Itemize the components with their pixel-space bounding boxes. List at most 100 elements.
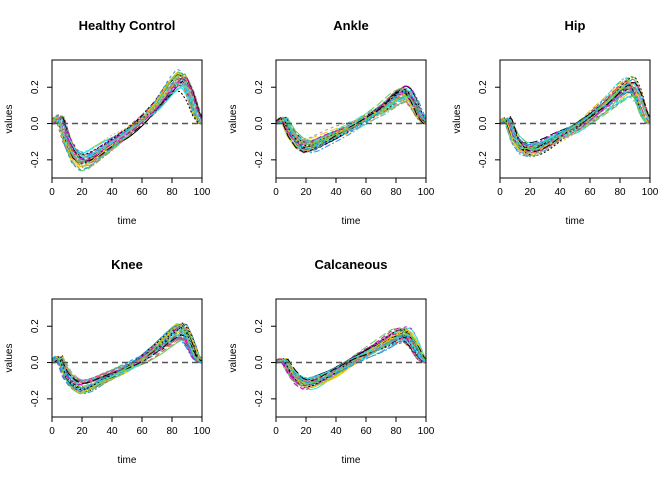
x-axis-label: time — [566, 216, 585, 227]
series-curve — [276, 97, 426, 143]
panel-knee: Knee 0 20 40 60 80 100 time -0.2 0.0 0.2 values — [4, 257, 211, 466]
x-tick-label: 100 — [418, 426, 435, 437]
curve-group — [276, 326, 426, 391]
panel-title: Hip — [565, 18, 586, 33]
curve-group — [52, 322, 202, 395]
series-curve — [52, 323, 202, 395]
x-tick-label: 60 — [360, 187, 372, 198]
series-curve — [52, 83, 202, 159]
panel-calcaneous: Calcaneous 0 20 40 60 80 100 time -0.2 0.0 0.2 valu… — [228, 257, 435, 466]
series-curve — [500, 78, 650, 155]
x-tick-label: 0 — [49, 426, 55, 437]
x-tick-label: 0 — [49, 187, 55, 198]
y-axis: -0.2 0.0 0.2 — [30, 80, 52, 169]
panel-title: Ankle — [333, 18, 368, 33]
x-tick-label: 40 — [106, 187, 118, 198]
series-curve — [276, 328, 426, 391]
curve-group — [500, 76, 650, 158]
series-curve — [52, 329, 202, 391]
x-axis: 0 20 40 60 80 100 — [273, 178, 435, 198]
y-tick-label: 0.0 — [254, 355, 265, 369]
x-axis: 0 20 40 60 80 100 — [273, 417, 435, 437]
x-tick-label: 40 — [106, 426, 118, 437]
series-curve — [276, 327, 426, 387]
x-axis: 0 20 40 60 80 100 — [49, 178, 211, 198]
series-curve — [500, 95, 650, 144]
x-tick-label: 100 — [642, 187, 659, 198]
x-tick-label: 20 — [76, 187, 88, 198]
x-axis-label: time — [342, 216, 361, 227]
series-curve — [276, 96, 426, 142]
y-axis-label: values — [4, 105, 15, 134]
series-curve — [276, 333, 426, 387]
panel-title: Calcaneous — [315, 257, 388, 272]
y-tick-label: 0.0 — [30, 116, 41, 130]
series-curve — [52, 80, 202, 159]
series-curve — [500, 77, 650, 158]
series-curve — [52, 82, 202, 157]
curve-group — [52, 69, 202, 172]
plot-frame — [51, 298, 203, 418]
y-tick-label: 0.2 — [30, 80, 41, 94]
x-tick-label: 100 — [418, 187, 435, 198]
x-tick-label: 80 — [166, 187, 178, 198]
series-curve — [52, 79, 202, 162]
y-tick-label: 0.2 — [30, 319, 41, 333]
series-curve — [276, 95, 426, 146]
x-tick-label: 40 — [330, 187, 342, 198]
curve-group — [276, 84, 426, 154]
x-tick-label: 20 — [524, 187, 536, 198]
x-tick-label: 80 — [390, 426, 402, 437]
series-curve — [52, 324, 202, 390]
series-curve — [52, 85, 202, 158]
x-tick-label: 100 — [194, 187, 211, 198]
y-tick-label: -0.2 — [30, 151, 41, 169]
series-curve — [500, 84, 650, 153]
y-tick-label: 0.0 — [254, 116, 265, 130]
series-curve — [276, 332, 426, 387]
series-curve — [500, 91, 650, 147]
x-axis-label: time — [118, 216, 137, 227]
series-curve — [52, 75, 202, 163]
series-curve — [52, 78, 202, 161]
series-curve — [52, 334, 202, 382]
series-curve — [52, 324, 202, 391]
series-curve — [276, 340, 426, 379]
series-curve — [52, 81, 202, 157]
x-tick-label: 20 — [300, 426, 312, 437]
series-curve — [500, 90, 650, 151]
y-axis-label: values — [228, 105, 239, 134]
series-curve — [52, 337, 202, 382]
y-tick-label: 0.2 — [254, 319, 265, 333]
series-curve — [276, 339, 426, 385]
series-curve — [500, 82, 650, 151]
x-tick-label: 0 — [273, 426, 279, 437]
y-tick-label: 0.2 — [478, 80, 489, 94]
x-axis: 0 20 40 60 80 100 — [49, 417, 211, 437]
y-axis-label: values — [452, 105, 463, 134]
x-axis-label: time — [118, 455, 137, 466]
series-curve — [276, 335, 426, 384]
y-tick-label: 0.0 — [478, 116, 489, 130]
y-axis: -0.2 0.0 0.2 — [478, 80, 500, 168]
series-curve — [500, 91, 650, 150]
series-curve — [52, 86, 202, 153]
series-curve — [500, 95, 650, 145]
series-curve — [276, 100, 426, 142]
x-tick-label: 40 — [330, 426, 342, 437]
panel-ankle: Ankle 0 20 40 60 80 100 time -0.2 0.0 0.2 values — [228, 18, 435, 227]
series-curve — [52, 72, 202, 167]
panel-healthy-control: Healthy Control 0 20 40 60 80 100 time -0.2 0.0 0.… — [4, 18, 211, 227]
x-tick-label: 100 — [194, 426, 211, 437]
series-curve — [500, 91, 650, 146]
y-axis: -0.2 0.0 0.2 — [254, 80, 276, 168]
series-curve — [500, 86, 650, 149]
series-curve — [276, 90, 426, 153]
series-curve — [52, 83, 202, 155]
y-tick-label: 0.0 — [30, 355, 41, 369]
plot-frame — [275, 59, 427, 179]
y-axis: -0.2 0.0 0.2 — [254, 319, 276, 407]
x-tick-label: 0 — [497, 187, 503, 198]
plot-frame — [499, 59, 651, 179]
y-tick-label: 0.2 — [254, 80, 265, 94]
